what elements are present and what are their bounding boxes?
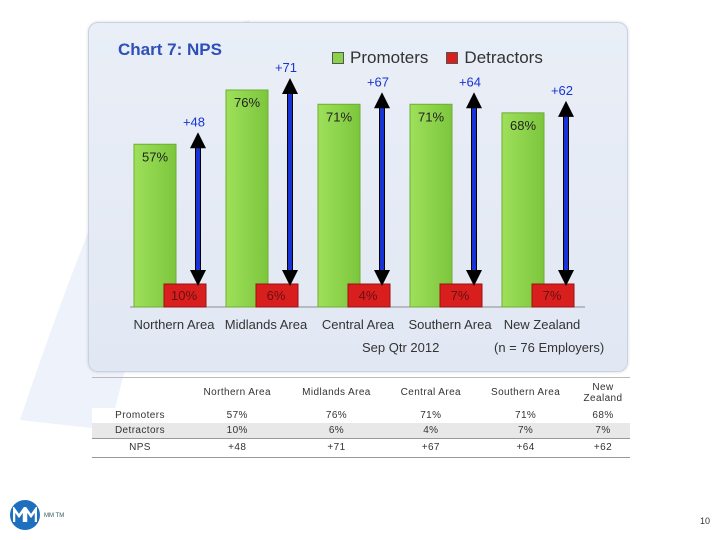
legend-swatch-detractors [446, 52, 459, 64]
table-cell: +62 [576, 437, 630, 458]
nps-data-label: +64 [459, 74, 481, 89]
detractors-data-label: 7% [451, 288, 470, 303]
table-cell: NPS [92, 437, 188, 458]
x-tick-label: Southern Area [408, 317, 492, 332]
detractors-data-label: 10% [171, 288, 197, 303]
table-row: NPS +48 +71 +67 +64 +62 [92, 437, 630, 458]
nps-data-label: +48 [183, 114, 205, 129]
nps-data-label: +71 [275, 60, 297, 75]
table-cell: 71% [475, 407, 576, 423]
nps-data-table: Northern Area Midlands Area Central Area… [92, 377, 630, 458]
detractors-bar [163, 283, 207, 308]
table-cell: 7% [475, 422, 576, 438]
table-cell: 57% [188, 407, 287, 423]
promoters-data-label: 57% [142, 149, 168, 164]
table-header-row: Northern Area Midlands Area Central Area… [92, 377, 630, 408]
detractors-bar [255, 283, 299, 308]
table-row: Promoters 57% 76% 71% 71% 68% [92, 407, 630, 423]
table-header-cell: Central Area [400, 387, 462, 399]
x-tick-label: New Zealand [504, 317, 581, 332]
legend-label-promoters: Promoters [350, 48, 429, 67]
promoters-bar [409, 103, 453, 308]
promoters-data-label: 71% [326, 109, 352, 124]
x-tick-label: Central Area [322, 317, 395, 332]
legend-label-detractors: Detractors [464, 48, 543, 67]
table-row: Detractors 10% 6% 4% 7% 7% [92, 422, 630, 438]
nps-data-label: +67 [367, 74, 389, 89]
legend-swatch-promoters [332, 52, 344, 64]
table-cell: +48 [188, 437, 287, 458]
table-cell: 4% [386, 422, 476, 438]
detractors-data-label: 7% [543, 288, 562, 303]
promoters-bar [225, 89, 269, 308]
x-tick-label: Northern Area [134, 317, 216, 332]
table-header-cell: Northern Area [203, 387, 271, 399]
chart-footer-sample: (n = 76 Employers) [494, 340, 605, 355]
promoters-bar [501, 112, 545, 308]
table-cell: 7% [576, 422, 630, 438]
detractors-bar [347, 283, 391, 308]
company-logo-icon [10, 500, 40, 530]
detractors-bar [439, 283, 483, 308]
chart-legend: Promoters Detractors [332, 47, 543, 69]
page-number: 10 [700, 516, 711, 526]
table-cell: 10% [188, 422, 287, 438]
legend-item-promoters: Promoters [332, 48, 428, 68]
promoters-bar [133, 143, 177, 308]
detractors-data-label: 6% [267, 288, 286, 303]
detractors-bar [531, 283, 575, 308]
detractors-data-label: 4% [359, 288, 378, 303]
x-tick-label: Midlands Area [225, 317, 308, 332]
promoters-data-label: 76% [234, 95, 260, 110]
logo-text: MM TM [44, 513, 65, 519]
table-cell: Promoters [92, 407, 188, 423]
legend-item-detractors: Detractors [446, 48, 543, 68]
logo-mark-icon [13, 507, 37, 522]
table-header-cell: Southern Area [491, 387, 561, 399]
table-cell: 71% [386, 407, 476, 423]
table-cell: +71 [286, 437, 387, 458]
table-cell: 68% [576, 407, 630, 423]
promoters-data-label: 71% [418, 109, 444, 124]
chart-title: Chart 7: NPS [118, 40, 222, 59]
table-cell: 76% [286, 407, 387, 423]
table-cell: +67 [386, 437, 476, 458]
promoters-data-label: 68% [510, 118, 536, 133]
table-cell: Detractors [92, 422, 188, 438]
promoters-bar [317, 103, 361, 308]
nps-data-label: +62 [551, 83, 573, 98]
table-header-cell [92, 378, 188, 408]
table-cell: +64 [475, 437, 576, 458]
table-header-cell: New Zealand [583, 381, 623, 404]
table-cell: 6% [286, 422, 387, 438]
chart-footer-period: Sep Qtr 2012 [362, 340, 440, 355]
table-header-cell: Midlands Area [302, 387, 371, 399]
